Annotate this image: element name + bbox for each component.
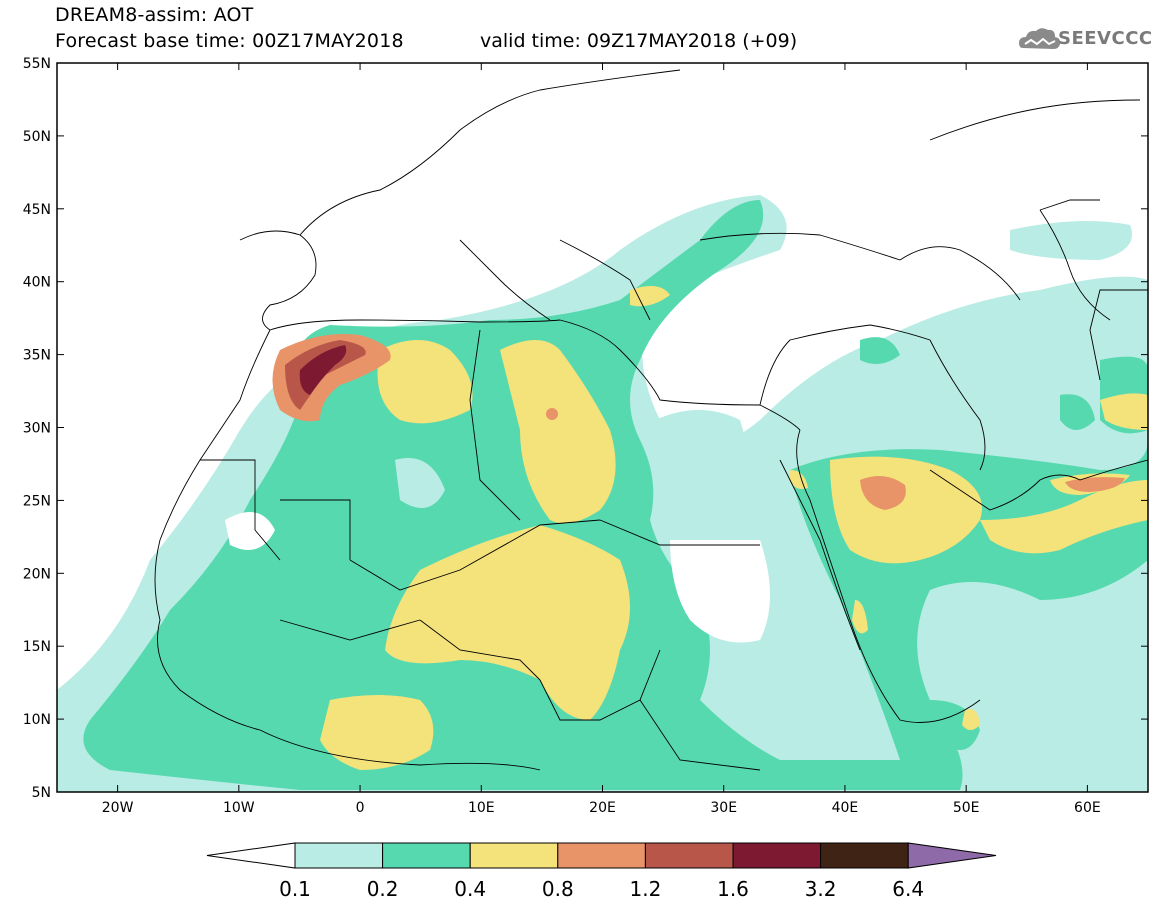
lat-label: 25N [23, 493, 51, 509]
forecast-base-time: Forecast base time: 00Z17MAY2018 [55, 30, 404, 52]
colorbar-label: 0.8 [542, 877, 574, 901]
colorbar-boxes [206, 842, 997, 869]
lat-label: 15N [23, 639, 51, 655]
colorbar-box [382, 842, 471, 869]
colorbar-labels: 0.1 0.2 0.4 0.8 1.2 1.6 3.2 6.4 [279, 877, 924, 901]
colorbar-under-triangle [206, 842, 296, 869]
lat-label: 40N [23, 275, 51, 291]
colorbar-box [469, 842, 559, 869]
lon-label: 20E [589, 800, 616, 816]
lon-label: 50E [953, 800, 980, 816]
lon-label: 40E [832, 800, 859, 816]
colorbar-box [294, 842, 384, 869]
latitude-labels: 55N 50N 45N 40N 35N 30N 25N 20N 15N 10N 5N [23, 56, 51, 801]
lat-label: 55N [23, 56, 51, 72]
colorbar-over-triangle [907, 842, 997, 869]
lat-label: 20N [23, 566, 51, 582]
cloud-logo-icon [1019, 28, 1061, 49]
colorbar-box [820, 842, 909, 869]
lat-label: 10N [23, 712, 51, 728]
colorbar-label: 1.6 [717, 877, 749, 901]
lon-label: 10E [468, 800, 495, 816]
colorbar-box [557, 842, 646, 869]
axis-ticks [57, 62, 1148, 793]
lat-label: 45N [23, 202, 51, 218]
colorbar-label: 3.2 [805, 877, 837, 901]
colorbar-label: 6.4 [892, 877, 924, 901]
valid-time: valid time: 09Z17MAY2018 (+09) [480, 30, 798, 52]
longitude-labels: 20W 10W 0 10E 20E 30E 40E 50E 60E [102, 800, 1101, 816]
lon-label: 20W [102, 800, 134, 816]
colorbar-box [732, 842, 822, 869]
lat-label: 35N [23, 348, 51, 364]
colorbar-box [644, 842, 734, 869]
lat-label: 5N [32, 785, 51, 801]
lon-label: 10W [223, 800, 255, 816]
lon-label: 30E [710, 800, 737, 816]
map-title: DREAM8-assim: AOT [55, 4, 254, 26]
lat-label: 50N [23, 129, 51, 145]
colorbar-label: 0.1 [279, 877, 311, 901]
lon-label: 60E [1074, 800, 1101, 816]
colorbar-label: 0.4 [454, 877, 486, 901]
colorbar-label: 0.2 [367, 877, 399, 901]
lon-label: 0 [356, 800, 365, 816]
colorbar-label: 1.2 [629, 877, 661, 901]
aot-field [57, 63, 1148, 792]
coastlines [154, 69, 1148, 771]
lat-label: 30N [23, 421, 51, 437]
logo-text: SEEVCCC [1058, 28, 1153, 49]
